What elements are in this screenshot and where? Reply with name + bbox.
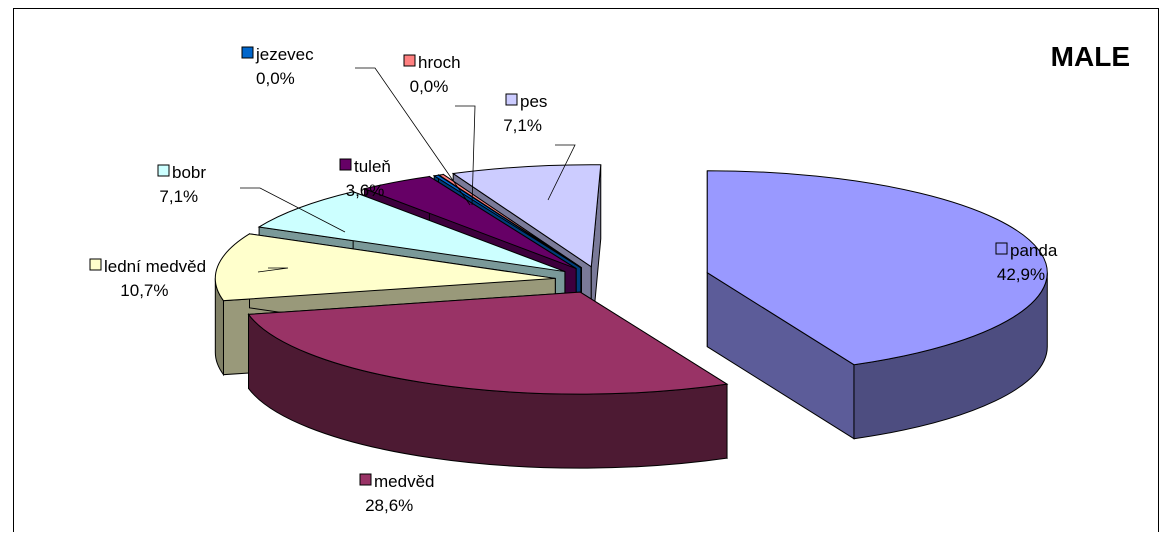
data-label-lední-medvěd: lední medvěd 10,7% — [89, 257, 206, 300]
leader-line-hroch — [455, 105, 476, 206]
legend-key — [505, 93, 518, 106]
slice-name: jezevec — [255, 45, 314, 64]
leader-line-pes — [547, 144, 576, 201]
data-label-jezevec: jezevec 0,0% — [241, 45, 314, 88]
slice-labels: panda 42,9% medvěd 28,6% lední medvěd 10,7% bo… — [89, 45, 1058, 515]
slice-name: bobr — [172, 163, 206, 182]
slice-name: tuleň — [354, 157, 391, 176]
legend-key — [241, 46, 254, 59]
pie-slices — [214, 164, 1048, 469]
slice-value: 3,6% — [346, 181, 385, 200]
legend-key — [359, 473, 372, 486]
slice-name: lední medvěd — [104, 257, 206, 276]
legend-key — [89, 258, 102, 271]
leader-line-lední-medvěd — [257, 267, 289, 273]
legend-key — [339, 158, 352, 171]
data-label-medvěd: medvěd 28,6% — [359, 472, 434, 515]
slice-value: 7,1% — [503, 116, 542, 135]
slice-value: 28,6% — [365, 496, 413, 515]
data-label-pes: pes 7,1% — [503, 92, 547, 135]
legend-key — [403, 54, 416, 67]
slice-value: 10,7% — [120, 281, 168, 300]
legend-key — [157, 164, 170, 177]
leader-lines — [240, 67, 576, 273]
slice-value: 42,9% — [997, 265, 1045, 284]
chart-frame — [13, 8, 1159, 532]
slice-name: pes — [520, 92, 547, 111]
leader-line-jezevec — [355, 67, 471, 206]
leader-line-bobr — [240, 187, 346, 233]
data-label-panda: panda 42,9% — [995, 241, 1058, 284]
slice-name: panda — [1010, 241, 1058, 260]
slice-name: medvěd — [374, 472, 434, 491]
chart-title: MALE — [1051, 41, 1130, 72]
data-label-tuleň: tuleň 3,6% — [339, 157, 391, 200]
legend-key — [995, 242, 1008, 255]
slice-value: 0,0% — [410, 77, 449, 96]
data-label-hroch: hroch 0,0% — [403, 53, 461, 96]
slice-name: hroch — [418, 53, 461, 72]
data-label-bobr: bobr 7,1% — [157, 163, 206, 206]
slice-value: 7,1% — [159, 187, 198, 206]
pie-slice-medvěd — [247, 291, 729, 469]
pie-slice-panda — [706, 170, 1048, 440]
slice-value: 0,0% — [256, 69, 295, 88]
